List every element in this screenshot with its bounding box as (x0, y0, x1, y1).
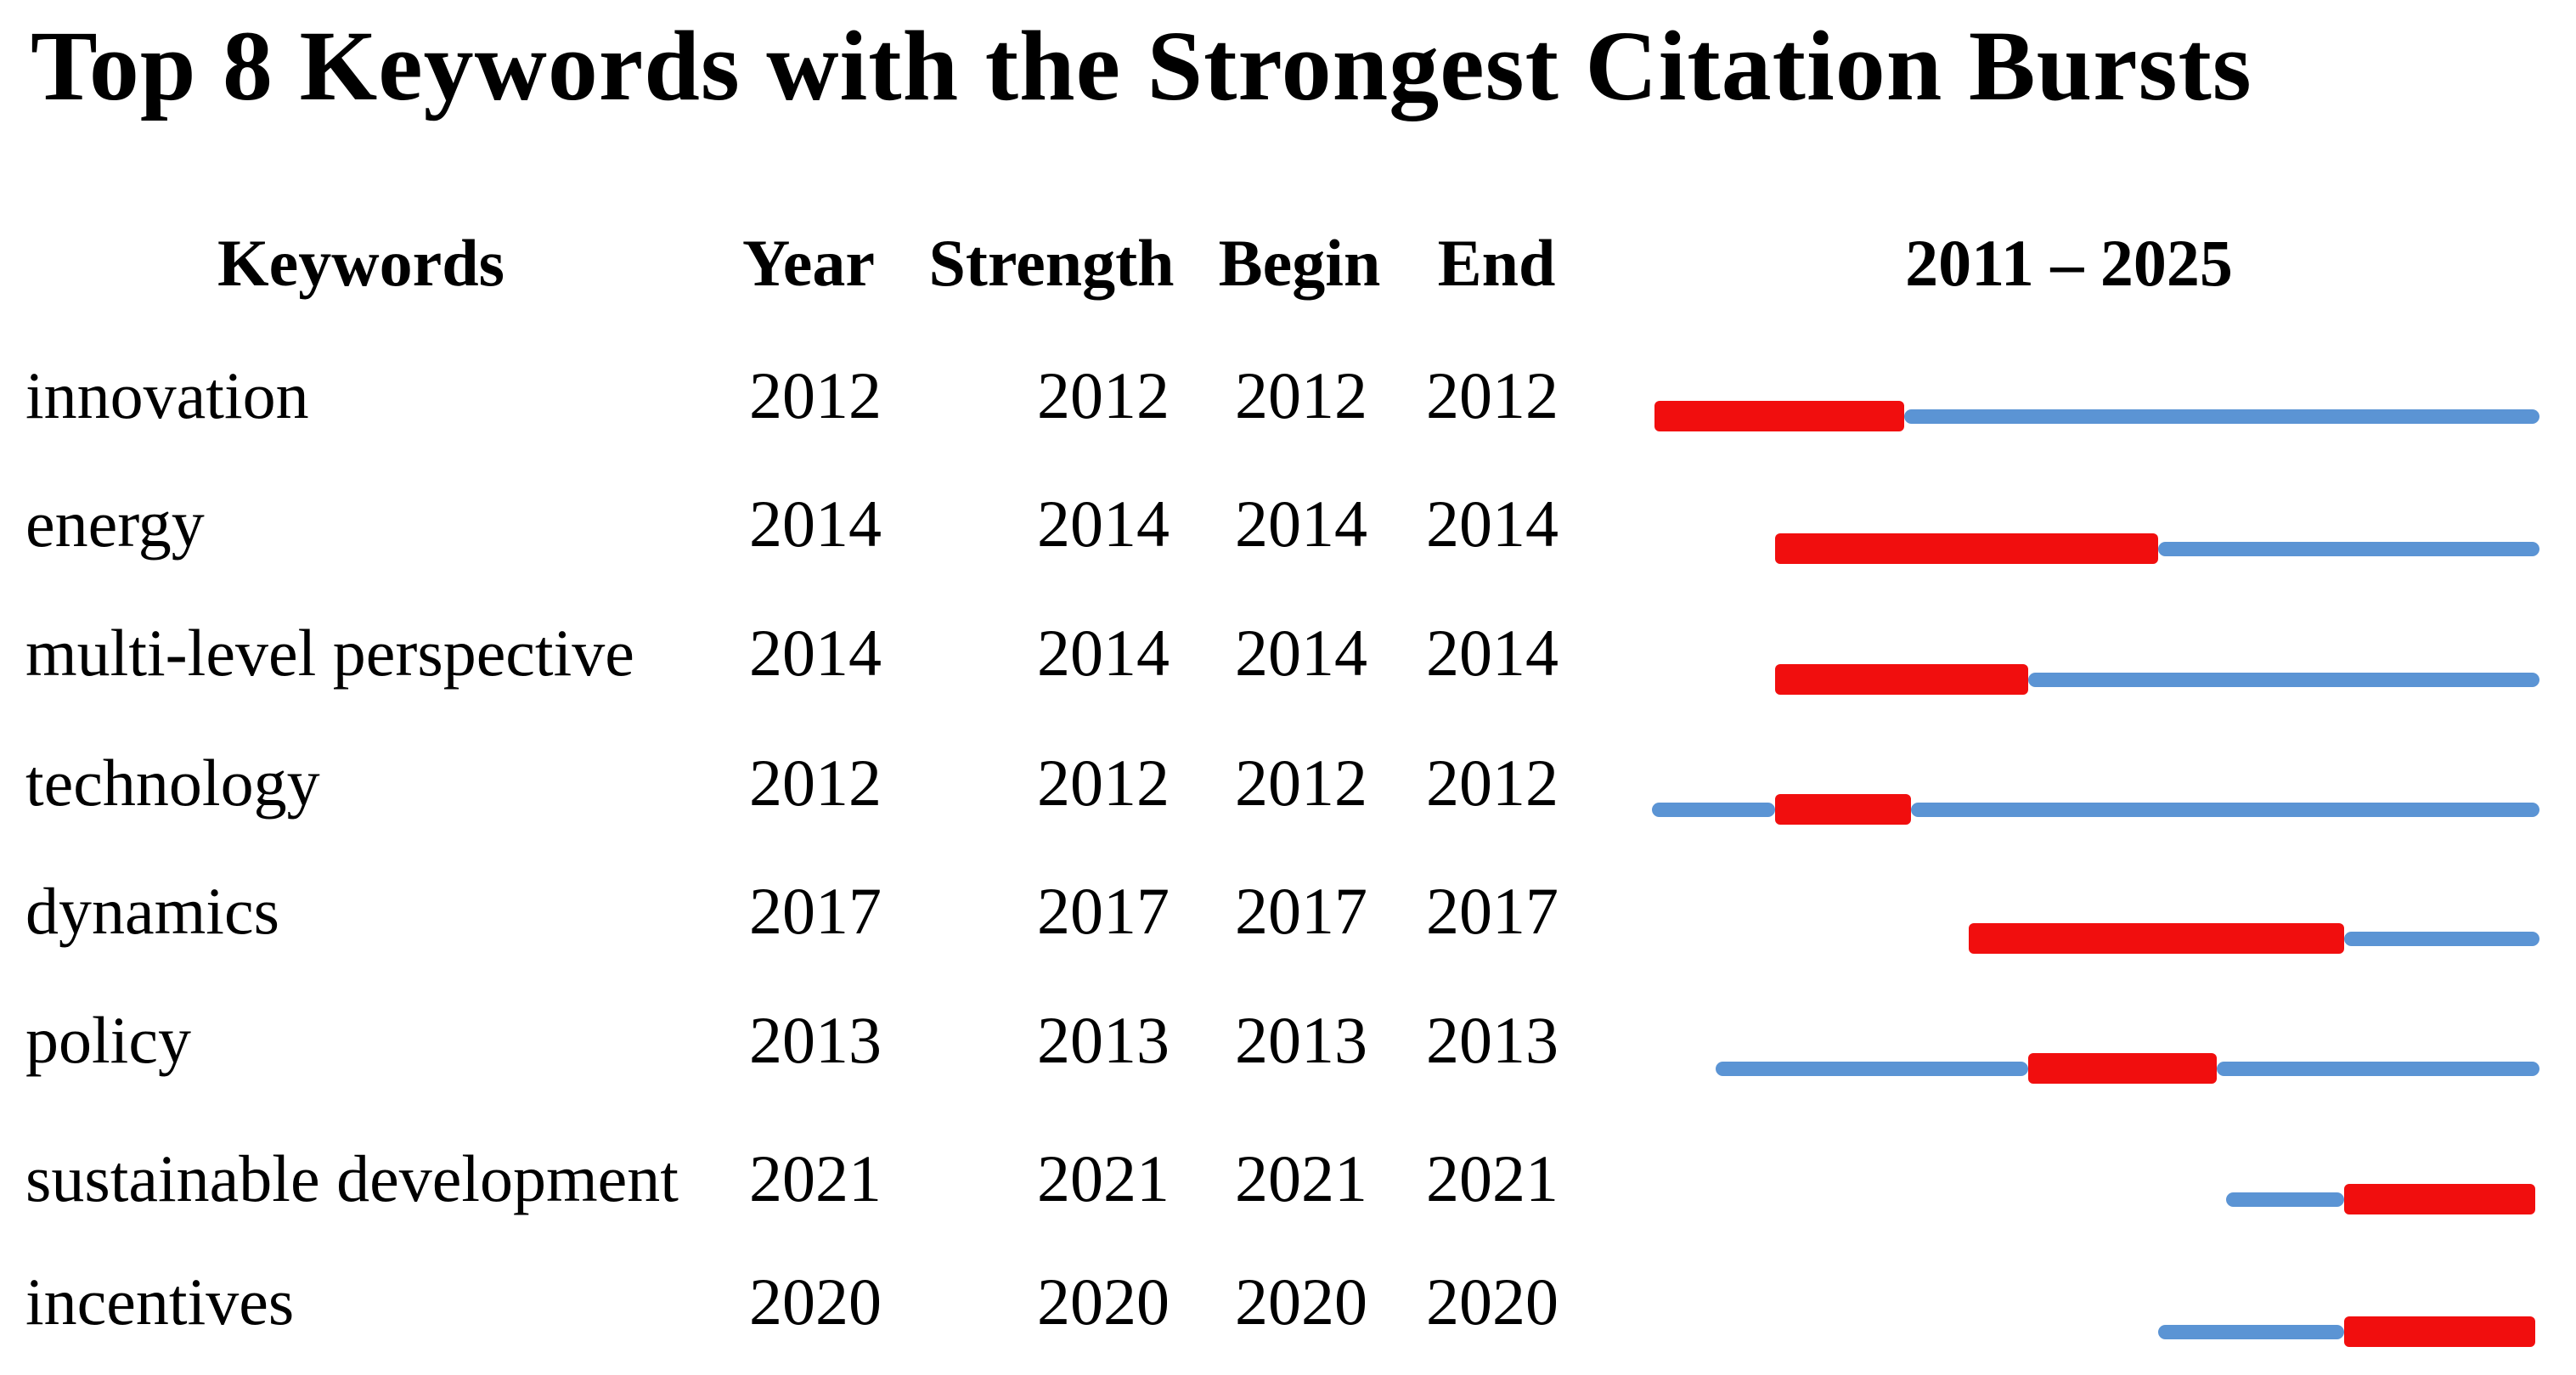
keyword-cell: policy (25, 1003, 191, 1077)
begin-cell: 2021 (1235, 1141, 1367, 1215)
col-header-begin: Begin (1218, 226, 1381, 300)
end-cell: 2012 (1426, 746, 1559, 820)
keyword-cell: dynamics (25, 874, 279, 948)
year-cell: 2020 (749, 1265, 882, 1338)
strength-cell: 2012 (1037, 746, 1170, 820)
begin-cell: 2012 (1235, 358, 1367, 432)
begin-cell: 2013 (1235, 1003, 1367, 1077)
year-cell: 2014 (749, 616, 882, 690)
timeline-segment (2226, 1192, 2345, 1207)
keyword-cell: sustainable development (25, 1141, 679, 1215)
year-cell: 2021 (749, 1141, 882, 1215)
burst-segment (2344, 1184, 2535, 1214)
timeline-segment (2157, 541, 2539, 556)
year-cell: 2013 (749, 1003, 882, 1077)
timeline-segment (1652, 802, 1776, 817)
timeline-segment (1911, 802, 2539, 817)
end-cell: 2014 (1426, 616, 1559, 690)
strength-cell: 2013 (1037, 1003, 1170, 1077)
keyword-cell: technology (25, 746, 320, 820)
year-cell: 2014 (749, 487, 882, 561)
strength-cell: 2014 (1037, 616, 1170, 690)
burst-segment (1775, 794, 1912, 825)
begin-cell: 2014 (1235, 616, 1367, 690)
strength-cell: 2014 (1037, 487, 1170, 561)
year-cell: 2012 (749, 358, 882, 432)
begin-cell: 2012 (1235, 746, 1367, 820)
col-header-end: End (1437, 226, 1556, 300)
burst-segment (1654, 401, 1904, 431)
col-header-year-range: 2011 – 2025 (1905, 226, 2233, 300)
end-cell: 2014 (1426, 487, 1559, 561)
end-cell: 2020 (1426, 1265, 1559, 1338)
burst-segment (2344, 1316, 2535, 1347)
strength-cell: 2017 (1037, 874, 1170, 948)
year-cell: 2012 (749, 746, 882, 820)
col-header-year: Year (742, 226, 875, 300)
begin-cell: 2017 (1235, 874, 1367, 948)
timeline-segment (2157, 1324, 2345, 1339)
end-cell: 2012 (1426, 358, 1559, 432)
timeline-segment (1716, 1061, 2029, 1076)
strength-cell: 2012 (1037, 358, 1170, 432)
keyword-cell: multi-level perspective (25, 616, 634, 690)
end-cell: 2013 (1426, 1003, 1559, 1077)
year-cell: 2017 (749, 874, 882, 948)
keyword-cell: energy (25, 487, 205, 561)
burst-segment (1775, 533, 2158, 564)
begin-cell: 2014 (1235, 487, 1367, 561)
burst-segment (2028, 1053, 2217, 1084)
strength-cell: 2021 (1037, 1141, 1170, 1215)
timeline-segment (2216, 1061, 2539, 1076)
begin-cell: 2020 (1235, 1265, 1367, 1338)
keyword-cell: innovation (25, 358, 309, 432)
col-header-keywords: Keywords (217, 226, 504, 300)
timeline-segment (2344, 931, 2539, 946)
keyword-cell: incentives (25, 1265, 295, 1338)
timeline-segment (1903, 409, 2539, 424)
end-cell: 2017 (1426, 874, 1559, 948)
timeline-segment (2028, 672, 2539, 687)
burst-segment (1969, 923, 2345, 954)
col-header-strength: Strength (928, 226, 1175, 300)
figure-title: Top 8 Keywords with the Strongest Citati… (31, 10, 2252, 121)
end-cell: 2021 (1426, 1141, 1559, 1215)
strength-cell: 2020 (1037, 1265, 1170, 1338)
burst-segment (1775, 664, 2029, 695)
